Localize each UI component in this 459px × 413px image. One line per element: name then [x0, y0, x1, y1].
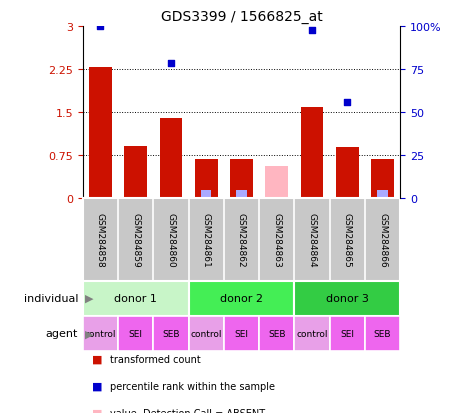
Text: SEI: SEI [129, 329, 142, 338]
Text: percentile rank within the sample: percentile rank within the sample [110, 381, 275, 391]
Text: ▶: ▶ [85, 328, 93, 339]
Bar [153, 316, 188, 351]
Text: GSM284861: GSM284861 [202, 212, 210, 267]
Bar [159, 118, 182, 198]
Text: transformed count: transformed count [110, 354, 201, 364]
Point [308, 28, 315, 35]
Point [343, 99, 350, 106]
Text: GSM284862: GSM284862 [236, 212, 246, 267]
Text: SEI: SEI [234, 329, 248, 338]
Text: agent: agent [46, 328, 78, 339]
Text: control: control [190, 329, 222, 338]
Title: GDS3399 / 1566825_at: GDS3399 / 1566825_at [160, 10, 322, 24]
Text: GSM284858: GSM284858 [96, 212, 105, 267]
Bar [83, 316, 118, 351]
Text: individual: individual [24, 293, 78, 304]
Text: SEB: SEB [268, 329, 285, 338]
Bar [124, 147, 147, 198]
Bar [370, 159, 393, 198]
Bar [230, 159, 252, 198]
Bar [265, 167, 288, 198]
Text: GSM284866: GSM284866 [377, 212, 386, 267]
Bar [364, 316, 399, 351]
Bar [194, 159, 217, 198]
Text: GSM284859: GSM284859 [131, 212, 140, 267]
Bar [376, 190, 387, 198]
Bar [258, 316, 294, 351]
Text: GSM284864: GSM284864 [307, 212, 316, 267]
Text: GSM284865: GSM284865 [342, 212, 351, 267]
Bar [236, 190, 246, 198]
Bar [83, 281, 188, 316]
Bar [329, 316, 364, 351]
Bar [224, 316, 258, 351]
Text: donor 3: donor 3 [325, 293, 368, 304]
Text: control: control [84, 329, 116, 338]
Bar [201, 190, 211, 198]
Bar [118, 316, 153, 351]
Bar [188, 281, 294, 316]
Text: SEB: SEB [373, 329, 391, 338]
Bar [188, 316, 224, 351]
Bar [335, 148, 358, 198]
Text: GSM284863: GSM284863 [272, 212, 280, 267]
Text: SEB: SEB [162, 329, 179, 338]
Text: donor 1: donor 1 [114, 293, 157, 304]
Text: ■: ■ [92, 354, 102, 364]
Text: value, Detection Call = ABSENT: value, Detection Call = ABSENT [110, 408, 265, 413]
Text: ■: ■ [92, 408, 102, 413]
Bar [89, 68, 112, 198]
Point [167, 60, 174, 67]
Text: ▶: ▶ [85, 293, 93, 304]
Bar [294, 316, 329, 351]
Text: donor 2: donor 2 [219, 293, 263, 304]
Text: SEI: SEI [340, 329, 353, 338]
Point [96, 24, 104, 30]
Text: control: control [296, 329, 327, 338]
Text: ■: ■ [92, 381, 102, 391]
Text: GSM284860: GSM284860 [166, 212, 175, 267]
Bar [300, 108, 323, 198]
Bar [294, 281, 399, 316]
